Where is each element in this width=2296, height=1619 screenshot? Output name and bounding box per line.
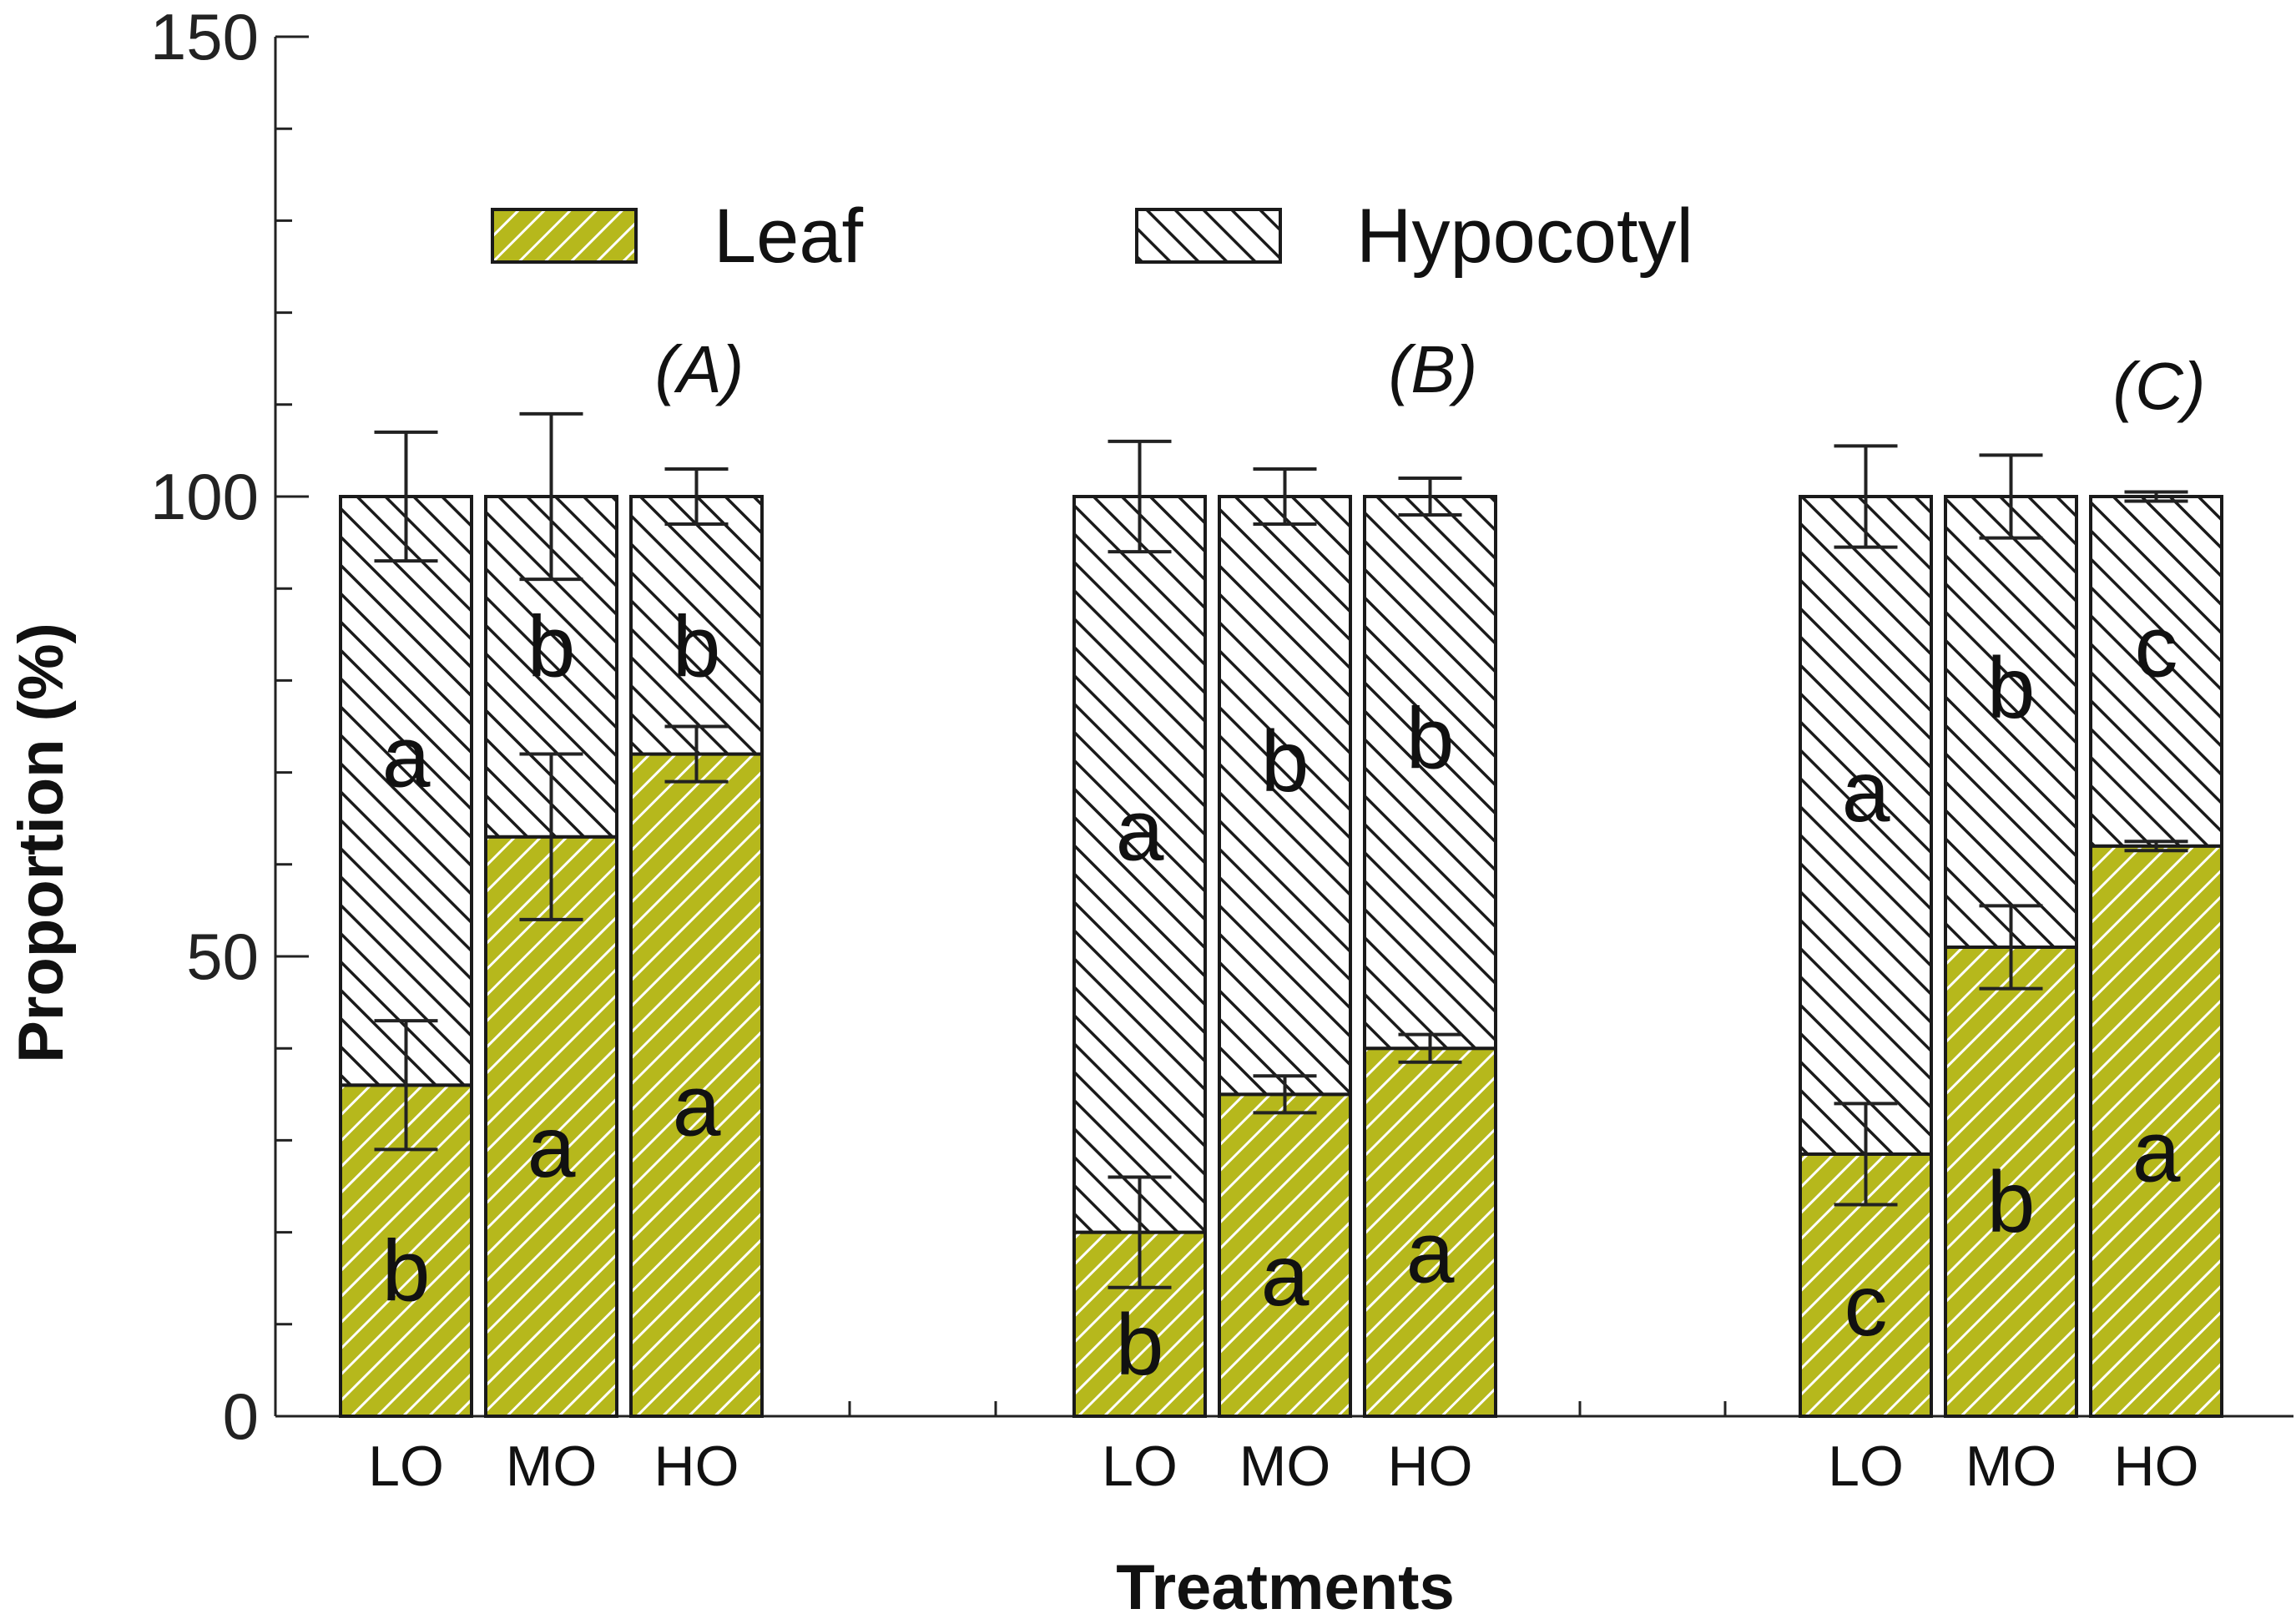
panel-label: (A) (655, 332, 744, 406)
significance-labels: baLOabMOabHO(A)baLOabMOabHO(B)caLObbMOac… (368, 332, 2205, 1498)
sig-label-hypocotyl: b (1261, 714, 1309, 810)
sig-label-leaf: a (2132, 1103, 2181, 1200)
sig-label-leaf: a (673, 1057, 721, 1154)
sig-label-hypocotyl: b (1406, 691, 1455, 788)
x-tick-label: HO (1388, 1435, 1473, 1498)
x-tick-label: LO (368, 1435, 444, 1498)
panel-label: (C) (2112, 349, 2205, 423)
bar-hypocotyl (1363, 495, 1497, 1051)
y-axis-title: Proportion (%) (6, 623, 77, 1063)
legend-swatch (491, 208, 638, 264)
x-tick-label: HO (654, 1435, 739, 1498)
bar-leaf (484, 835, 618, 1418)
sig-label-hypocotyl: b (1987, 640, 2036, 737)
bar-hypocotyl (1799, 495, 1933, 1156)
y-tick-label: 100 (150, 460, 259, 533)
x-axis-title: Treatments (1116, 1552, 1455, 1619)
error-bars (374, 411, 2188, 1289)
sig-label-hypocotyl: a (1842, 744, 1890, 840)
y-tick-label: 50 (186, 920, 259, 993)
bar-leaf (1944, 945, 2078, 1418)
legend: Leaf Hypocotyl (491, 194, 1693, 279)
x-tick-label: HO (2114, 1435, 2199, 1498)
sig-label-leaf: b (1987, 1154, 2036, 1251)
x-tick-label: MO (506, 1435, 598, 1498)
bar-hypocotyl (339, 495, 473, 1087)
bars (339, 495, 2223, 1419)
y-tick-label: 0 (223, 1379, 259, 1453)
legend-swatch (1135, 208, 1282, 264)
panel-label: (B) (1389, 332, 1478, 406)
y-tick-label: 150 (150, 0, 259, 73)
sig-label-leaf: a (527, 1099, 576, 1196)
sig-label-leaf: b (382, 1223, 431, 1320)
sig-label-hypocotyl: c (2135, 598, 2178, 695)
sig-label-hypocotyl: a (382, 709, 431, 806)
x-tick-label: LO (1102, 1435, 1178, 1498)
legend-label: Hypocotyl (1356, 194, 1693, 279)
x-tick-label: LO (1828, 1435, 1904, 1498)
sig-label-leaf: c (1844, 1258, 1888, 1354)
sig-label-hypocotyl: a (1116, 783, 1164, 880)
legend-label: Leaf (714, 194, 863, 279)
sig-label-hypocotyl: b (527, 598, 576, 695)
bar-leaf (2089, 844, 2223, 1418)
bar-hypocotyl (629, 495, 764, 756)
sig-label-leaf: b (1116, 1297, 1164, 1394)
bar-leaf (629, 752, 764, 1418)
x-tick-label: MO (1965, 1435, 2057, 1498)
sig-label-leaf: a (1261, 1228, 1309, 1324)
sig-label-leaf: a (1406, 1205, 1455, 1302)
bar-leaf (1363, 1047, 1497, 1418)
sig-label-hypocotyl: b (673, 598, 721, 695)
x-tick-label: MO (1239, 1435, 1331, 1498)
